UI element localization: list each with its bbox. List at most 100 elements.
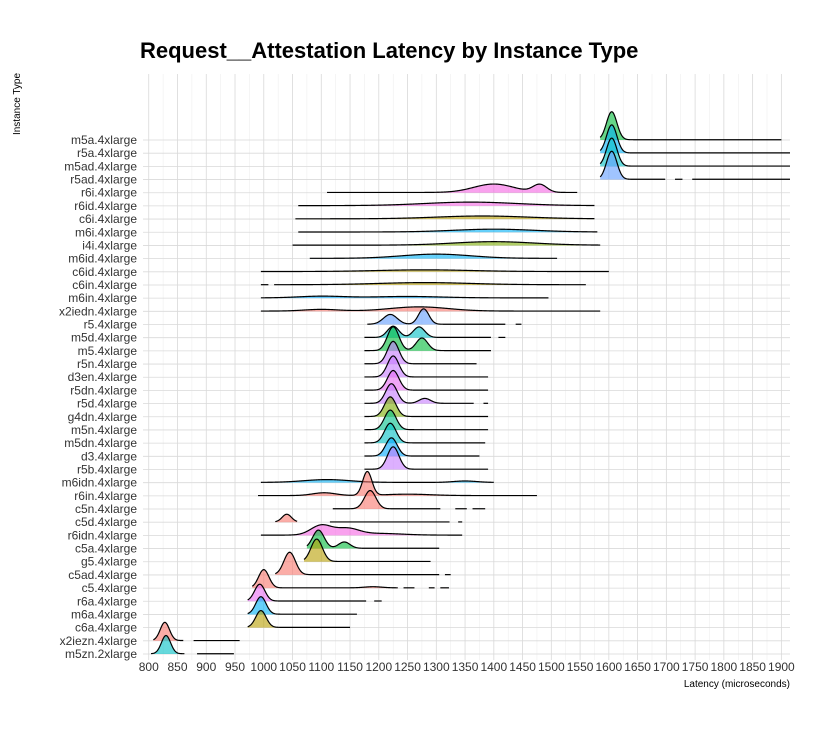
ridge-outline <box>306 529 440 549</box>
y-tick-label: c5n.4xlarge <box>75 502 137 516</box>
ridge-m6id.4xlarge <box>309 253 558 259</box>
ridge-fill <box>600 138 790 167</box>
ridge-fill <box>252 569 398 589</box>
ridge-g5.4xlarge <box>303 538 431 563</box>
ridge-outline <box>251 569 398 589</box>
x-tick-label: 1350 <box>452 660 479 674</box>
y-tick-label: c5ad.4xlarge <box>68 568 137 582</box>
x-tick-label: 1500 <box>538 660 565 674</box>
y-tick-label: c6in.4xlarge <box>72 278 137 292</box>
ridge-fill <box>364 370 489 391</box>
ridge-r6in.4xlarge <box>258 470 537 497</box>
y-tick-label: m5.4xlarge <box>78 344 138 358</box>
y-tick-label: r5n.4xlarge <box>77 357 137 371</box>
ridge-r5.4xlarge <box>367 308 522 325</box>
ridge-fill <box>364 396 489 417</box>
x-tick-label: 1200 <box>365 660 392 674</box>
ridge-x2iedn.4xlarge <box>260 306 601 312</box>
ridge-outline <box>599 124 790 154</box>
y-tick-label: g5.4xlarge <box>81 555 137 569</box>
y-tick-label: r6i.4xlarge <box>81 186 137 200</box>
ridge-fill <box>600 111 782 140</box>
ridge-fill <box>151 635 185 654</box>
ridge-outline <box>599 111 782 141</box>
chart-title: Request__Attestation Latency by Instance… <box>140 38 638 63</box>
ridge-m5n.4xlarge <box>364 409 489 431</box>
y-tick-label: m5dn.4xlarge <box>64 436 137 450</box>
ridge-r5a.4xlarge <box>599 124 790 154</box>
y-tick-label: c5.4xlarge <box>82 581 138 595</box>
ridge-outline <box>274 281 586 286</box>
y-tick-label: r5d.4xlarge <box>77 397 137 411</box>
ridge-m5a.4xlarge <box>599 111 782 141</box>
y-tick-label: r6in.4xlarge <box>74 489 137 503</box>
y-tick-label: g4dn.4xlarge <box>68 410 138 424</box>
ridge-r6idn.4xlarge <box>260 524 463 536</box>
ridge-fill <box>260 524 463 536</box>
ridge-fill <box>153 622 184 641</box>
y-tick-label: r5dn.4xlarge <box>70 383 137 397</box>
ridge-r5dn.4xlarge <box>364 369 489 391</box>
x-tick-label: 1000 <box>250 660 277 674</box>
ridge-fill <box>247 610 351 628</box>
ridges <box>150 111 790 655</box>
ridge-fill <box>295 216 595 220</box>
y-tick-label: c5a.4xlarge <box>75 542 137 556</box>
ridge-outline <box>364 446 489 470</box>
y-tick-label: d3.4xlarge <box>81 449 137 463</box>
y-tick-label: m5zn.2xlarge <box>65 647 137 661</box>
ridge-fill <box>260 479 494 483</box>
ridge-fill <box>275 514 298 523</box>
y-tick-label: m6i.4xlarge <box>75 225 137 239</box>
x-tick-label: 1700 <box>653 660 680 674</box>
y-tick-label: m6in.4xlarge <box>68 291 137 305</box>
ridge-outline <box>367 308 506 325</box>
x-tick-label: 1250 <box>394 660 421 674</box>
ridge-outline <box>298 201 595 207</box>
ridge-outline <box>260 478 494 483</box>
ridge-outline <box>260 524 463 536</box>
y-tick-label: m5ad.4xlarge <box>64 159 137 173</box>
y-tick-label: r5b.4xlarge <box>77 462 137 476</box>
ridge-outline <box>364 396 489 418</box>
ridge-fill <box>600 151 666 180</box>
ridge-outline <box>364 409 489 431</box>
ridge-outline <box>364 326 491 352</box>
ridge-fill <box>364 326 491 351</box>
ridge-fill <box>258 471 537 496</box>
ridge-outline <box>309 253 558 259</box>
y-tick-label: m5d.4xlarge <box>71 331 137 345</box>
ridge-c5n.4xlarge <box>332 489 486 510</box>
x-tick-label: 1900 <box>768 660 795 674</box>
ridge-outline <box>247 583 367 602</box>
ridge-outline <box>364 340 477 365</box>
x-tick-label: 1650 <box>624 660 651 674</box>
ridge-g4dn.4xlarge <box>364 396 489 418</box>
ridge-outline <box>153 621 184 642</box>
x-axis-title: Latency (microseconds) <box>684 679 790 690</box>
x-tick-label: 1150 <box>337 660 363 674</box>
x-tick-label: 1050 <box>279 660 306 674</box>
ridge-outline <box>364 355 489 378</box>
ridge-c5d.4xlarge <box>275 513 463 523</box>
ridge-x2iezn.4xlarge <box>153 621 240 642</box>
y-tick-label: c5d.4xlarge <box>75 515 137 529</box>
ridge-outline <box>599 137 790 167</box>
y-tick-label: m6idn.4xlarge <box>62 476 138 490</box>
x-tick-label: 1550 <box>567 660 594 674</box>
ridge-c6i.4xlarge <box>295 215 595 220</box>
ridge-m5zn.2xlarge <box>150 634 234 655</box>
y-tick-label: m6a.4xlarge <box>71 607 137 621</box>
ridge-m5d.4xlarge <box>364 325 506 339</box>
x-tick-label: 1450 <box>509 660 536 674</box>
x-axis-labels: 800 850 900 950 1000 1050 1100 1150 1200 1250 1300… <box>139 660 795 674</box>
ridge-outline <box>150 634 185 655</box>
ridge-outline <box>298 228 598 233</box>
grid <box>143 74 790 660</box>
ridge-outline <box>275 551 440 576</box>
y-tick-label: r5ad.4xlarge <box>70 173 137 187</box>
x-tick-label: 800 <box>139 660 159 674</box>
ridge-m6in.4xlarge <box>260 295 549 299</box>
ridge-c6in.4xlarge <box>260 281 586 286</box>
